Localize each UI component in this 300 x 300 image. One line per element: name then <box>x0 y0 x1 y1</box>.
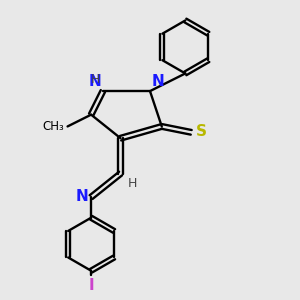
Text: I: I <box>88 278 94 293</box>
Text: S: S <box>196 124 207 139</box>
Text: N: N <box>89 74 101 89</box>
Text: N: N <box>152 74 164 89</box>
Text: H: H <box>90 73 100 86</box>
Text: CH₃: CH₃ <box>42 120 64 133</box>
Text: N: N <box>75 189 88 204</box>
Text: H: H <box>128 177 137 190</box>
